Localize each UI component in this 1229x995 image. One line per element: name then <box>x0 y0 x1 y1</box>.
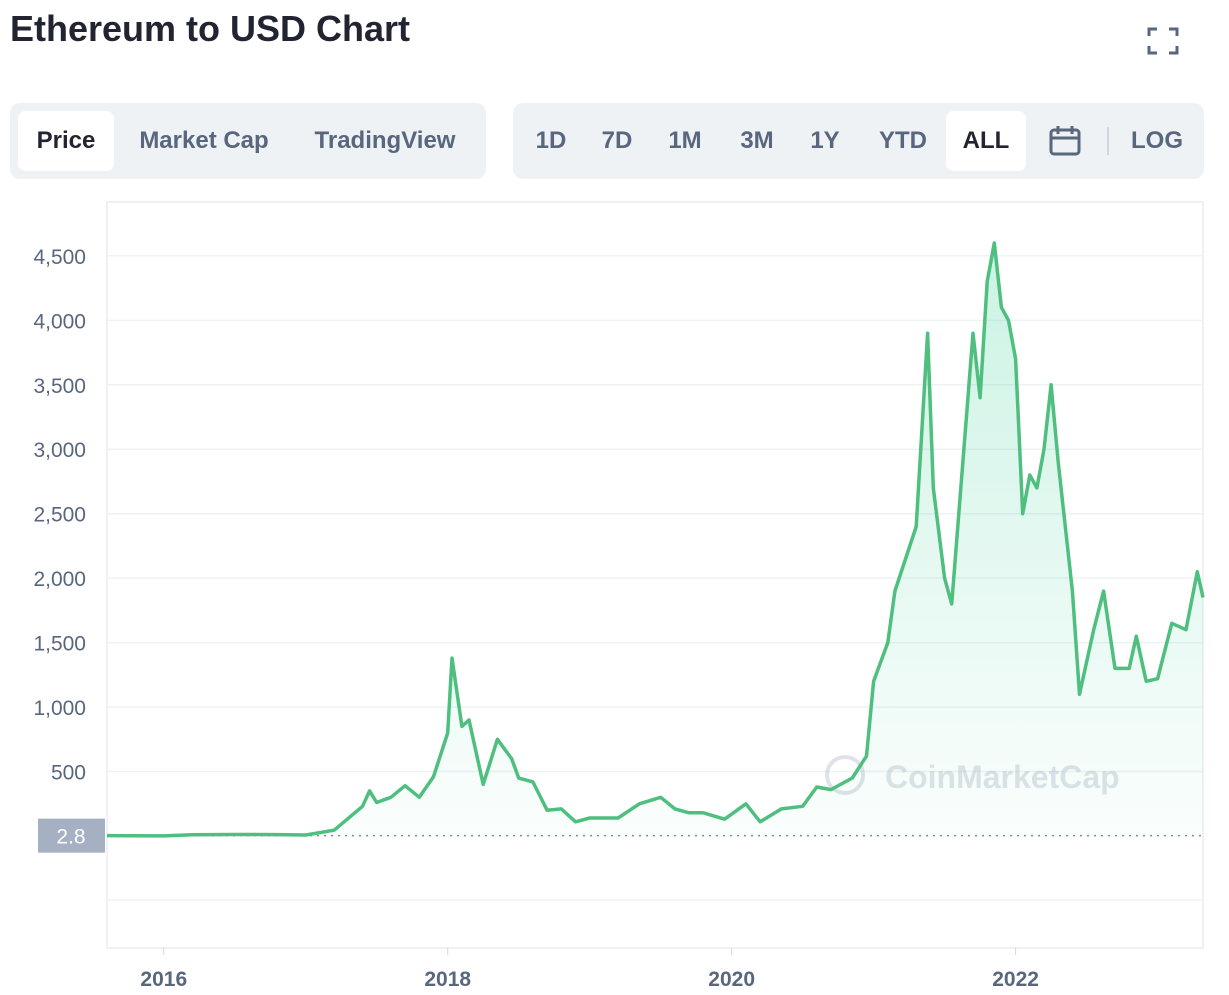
y-tick-label: 500 <box>51 762 86 785</box>
separator <box>1107 127 1109 155</box>
y-tick-label: 2,000 <box>33 568 86 591</box>
page-title: Ethereum to USD Chart <box>10 8 411 49</box>
calendar-icon[interactable] <box>1049 125 1081 157</box>
log-button[interactable]: LOG <box>1131 127 1183 154</box>
y-tick-label: 4,500 <box>33 246 86 269</box>
area <box>107 243 1203 836</box>
x-tick-label: 2020 <box>708 968 755 991</box>
range-button[interactable]: YTD <box>879 127 927 154</box>
x-tick-label: 2018 <box>424 968 471 991</box>
start-label-box <box>38 818 105 853</box>
view-tabs: Price Market Cap TradingView <box>10 103 486 179</box>
range-tabs: 1D 7D 1M 3M 1Y YTD ALL LOG <box>513 103 1204 179</box>
start-label: 2.8 <box>56 826 85 849</box>
tab-button[interactable]: TradingView <box>314 127 456 154</box>
tab-button[interactable]: Market Cap <box>139 127 269 154</box>
range-button[interactable]: 3M <box>740 127 774 154</box>
y-tick-label: 3,000 <box>33 439 86 462</box>
x-tick-label: 2016 <box>140 968 187 991</box>
chart: 500 1,000 1,500 2,000 2,500 3,000 3,500 4,000 4,… <box>33 201 1205 991</box>
range-button[interactable]: 1M <box>668 127 702 154</box>
range-button[interactable]: 7D <box>601 127 633 154</box>
range-button[interactable]: ALL <box>946 111 1026 171</box>
tab-button[interactable]: Price <box>18 111 114 171</box>
y-tick-label: 3,500 <box>33 375 86 398</box>
range-button[interactable]: 1Y <box>810 127 840 154</box>
plot-frame <box>106 201 1204 949</box>
fullscreen-icon[interactable] <box>1146 26 1180 56</box>
x-tick-label: 2022 <box>992 968 1039 991</box>
y-tick-label: 1,500 <box>33 633 86 656</box>
y-tick-label: 1,000 <box>33 697 86 720</box>
range-button[interactable]: 1D <box>535 127 567 154</box>
price-line <box>106 241 1205 838</box>
y-tick-label: 2,500 <box>33 504 86 527</box>
y-tick-label: 4,000 <box>33 310 86 333</box>
